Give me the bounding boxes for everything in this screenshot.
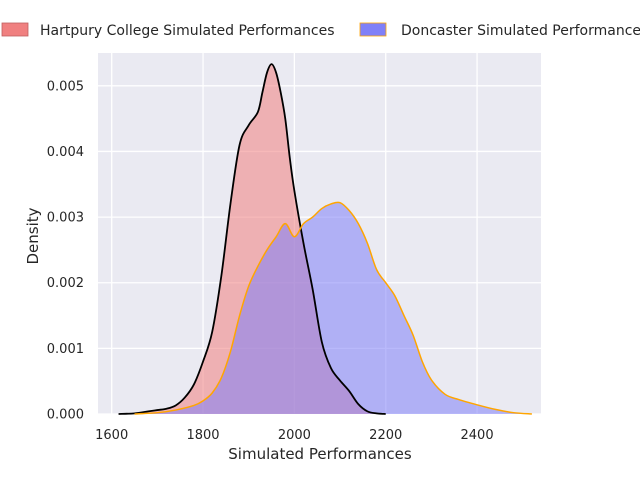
- y-axis-label: Density: [24, 207, 42, 264]
- doncaster-density-area: [134, 202, 532, 414]
- legend-label-doncaster: Doncaster Simulated Performances: [401, 23, 640, 39]
- y-tick-labels: 0.000 0.001 0.002 0.003 0.004 0.005: [47, 79, 84, 422]
- density-areas: [118, 64, 532, 414]
- hartpury-density-line: [118, 63, 386, 415]
- y-tick-label: 0.002: [47, 276, 84, 291]
- x-tick-label: 1800: [186, 428, 219, 443]
- x-tick-label: 2200: [369, 428, 402, 443]
- legend-label-hartpury: Hartpury College Simulated Performances: [40, 23, 335, 39]
- y-tick-label: 0.000: [47, 408, 84, 423]
- x-tick-label: 1600: [95, 428, 128, 443]
- y-tick-label: 0.003: [47, 211, 84, 226]
- y-tick-label: 0.004: [47, 145, 84, 160]
- legend: Hartpury College Simulated Performances …: [1, 22, 640, 39]
- x-axis-label: Simulated Performances: [228, 445, 412, 463]
- density-lines: [118, 63, 532, 415]
- x-tick-label: 2000: [278, 428, 311, 443]
- x-tick-label: 2400: [461, 428, 494, 443]
- legend-swatch-hartpury: [1, 22, 29, 37]
- hartpury-density-area: [118, 64, 386, 414]
- y-tick-label: 0.001: [47, 342, 84, 357]
- y-tick-label: 0.005: [47, 79, 84, 94]
- doncaster-density-line: [134, 201, 532, 415]
- x-tick-labels: 1600 1800 2000 2200 2400: [95, 428, 493, 443]
- legend-swatch-doncaster: [359, 22, 387, 37]
